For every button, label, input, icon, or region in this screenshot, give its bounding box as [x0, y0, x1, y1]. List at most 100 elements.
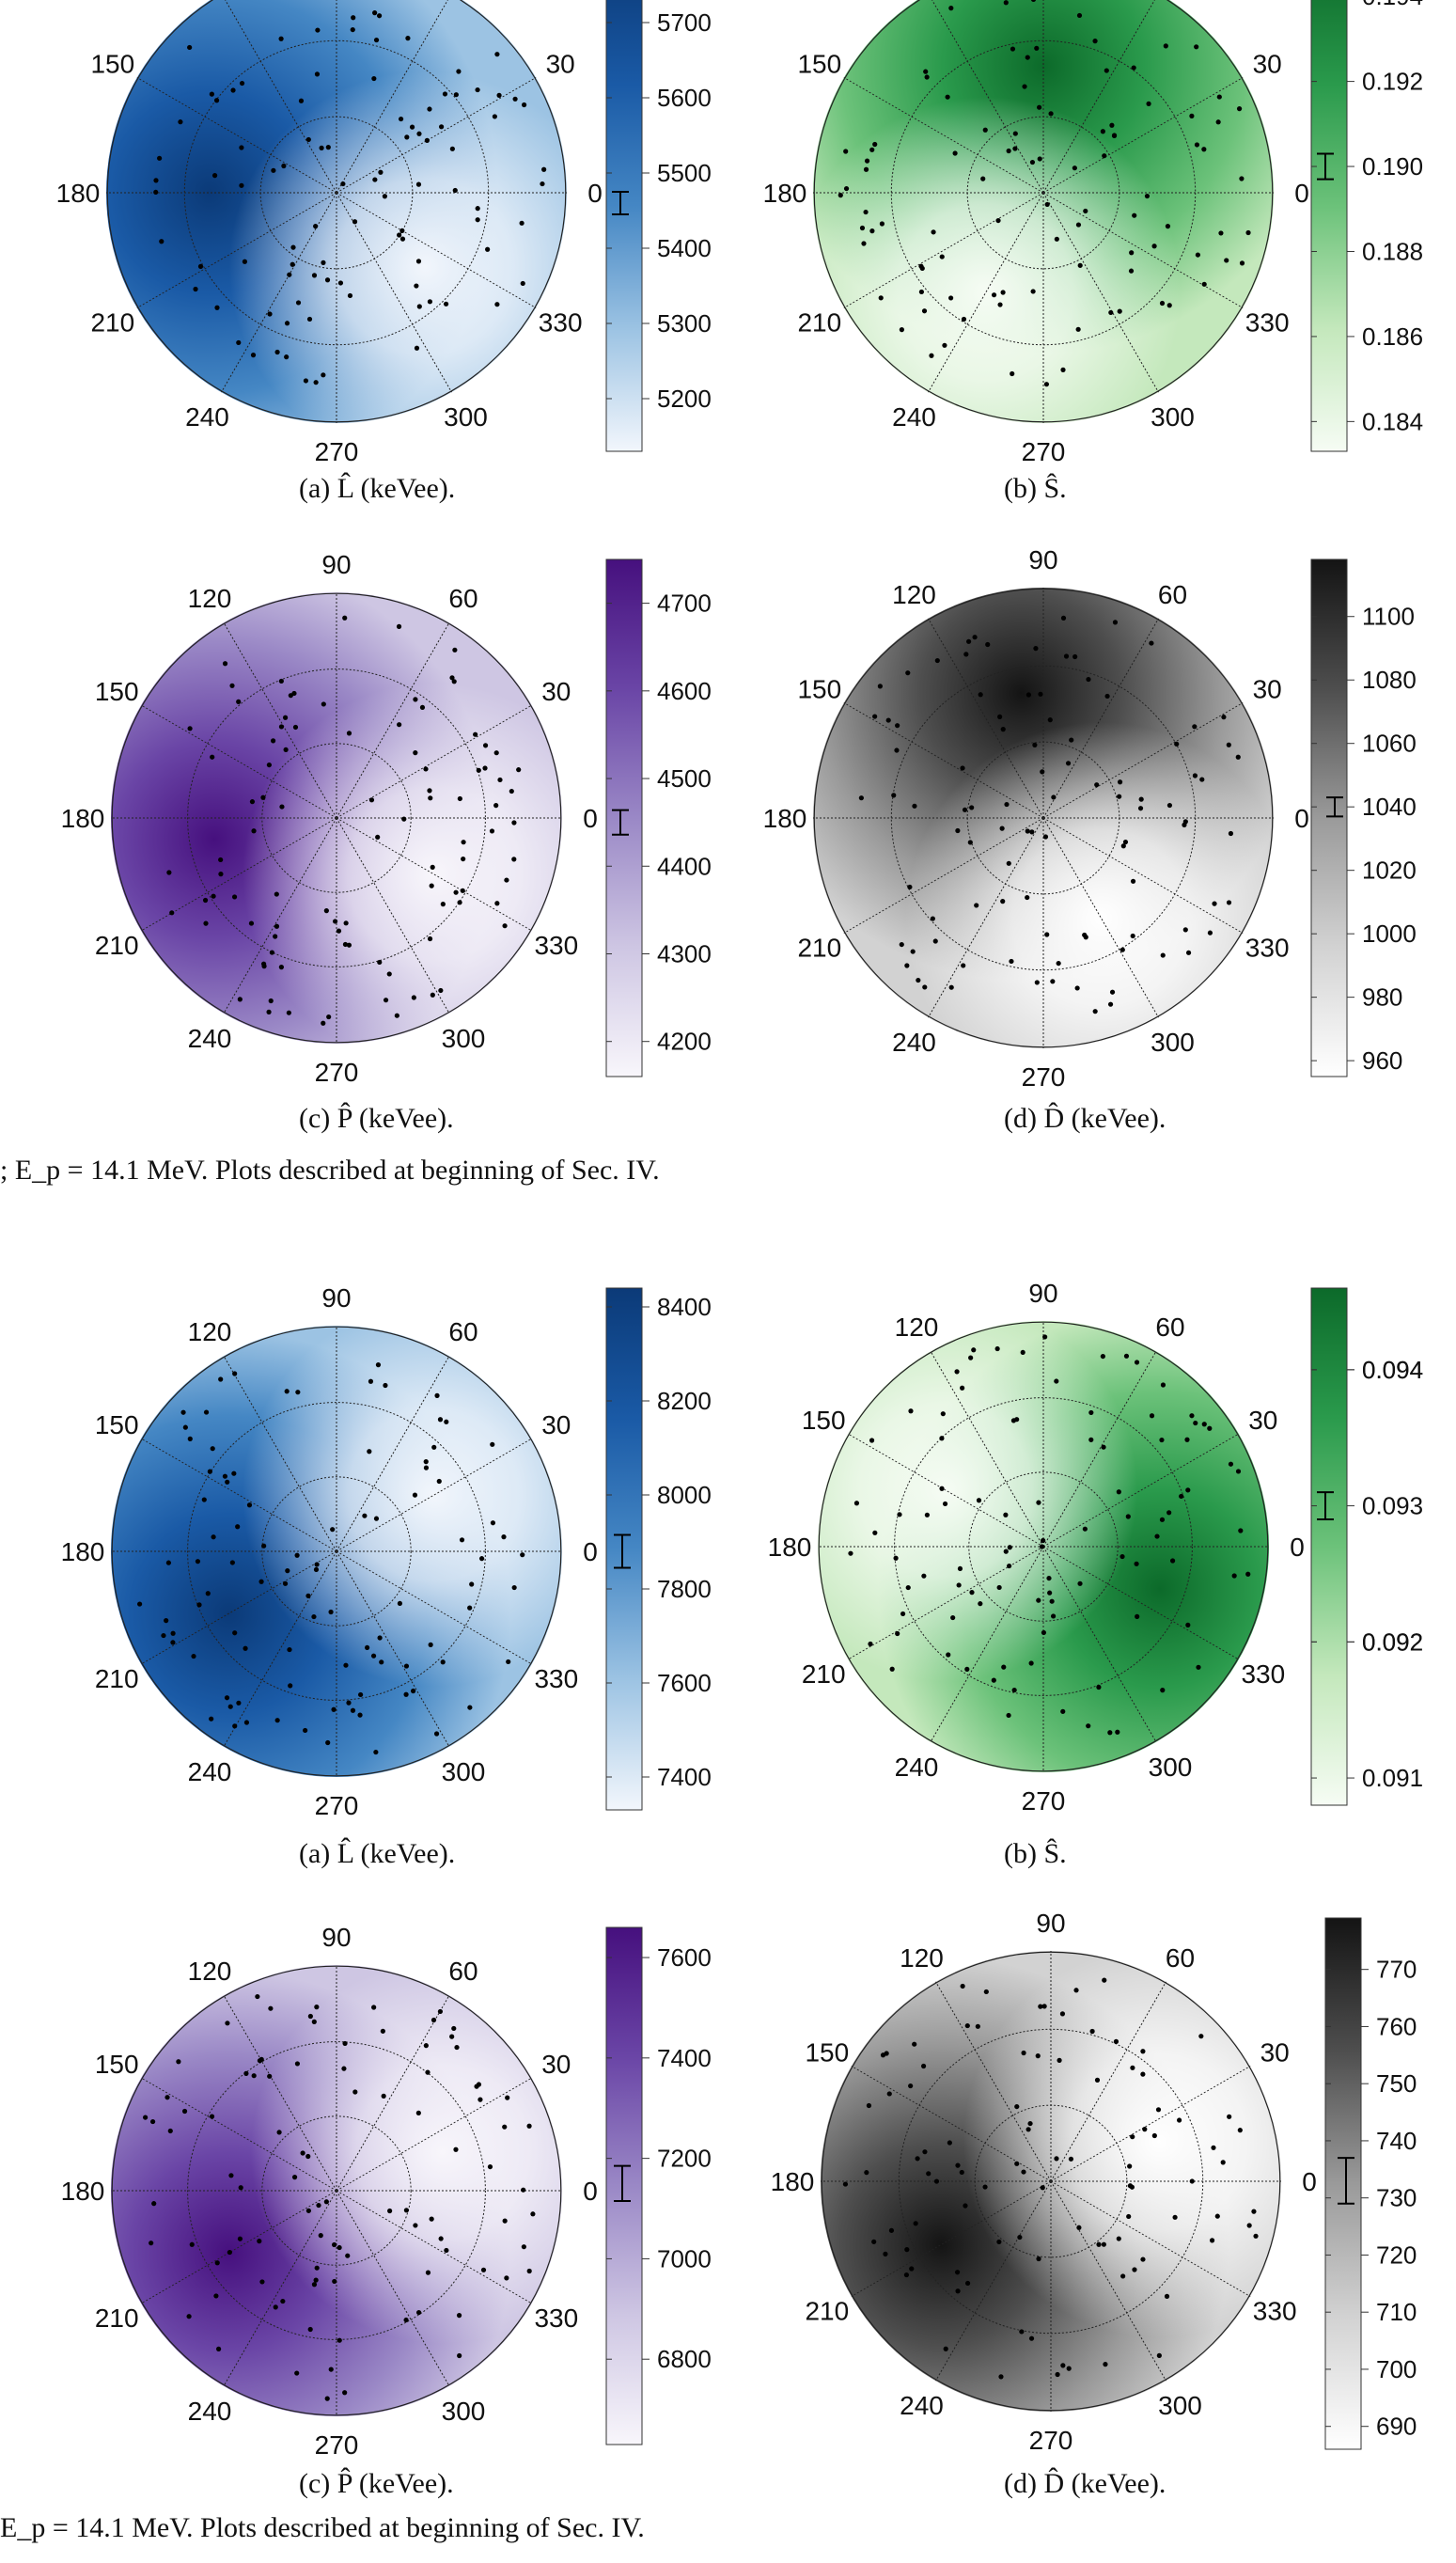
sample-point — [182, 1424, 188, 1430]
grid-spoke — [932, 0, 1044, 194]
sample-point — [506, 1659, 511, 1665]
sample-point — [1130, 878, 1136, 884]
sample-point — [863, 166, 869, 172]
sample-point — [370, 1653, 377, 1659]
sample-point — [975, 2023, 980, 2029]
sample-point — [283, 747, 289, 753]
sample-point — [960, 765, 965, 771]
sample-point — [250, 353, 257, 358]
sample-point — [1215, 119, 1221, 125]
sample-point — [1040, 769, 1045, 775]
sample-point — [325, 145, 331, 150]
subcaption-2: (b) Ŝ. — [1004, 473, 1067, 504]
sample-point — [1060, 615, 1067, 621]
sample-point — [321, 259, 326, 265]
sample-point — [866, 2102, 872, 2109]
sample-point — [1056, 960, 1061, 967]
grid-spoke — [1050, 2066, 1251, 2182]
sample-point — [933, 2178, 940, 2184]
sample-point — [1047, 1590, 1053, 1596]
sample-point — [1207, 930, 1213, 936]
sample-point — [243, 2070, 249, 2076]
sample-point — [960, 1983, 965, 1989]
error-bar — [614, 1533, 631, 1569]
sample-point — [1130, 2134, 1135, 2140]
sample-point — [457, 2352, 462, 2359]
sample-point — [899, 327, 904, 333]
sample-point — [948, 984, 954, 990]
sample-point — [425, 2069, 431, 2075]
sample-point — [494, 302, 500, 307]
sample-point — [1059, 2011, 1066, 2017]
sample-point — [918, 289, 925, 295]
sample-point — [1057, 2057, 1062, 2063]
sample-point — [143, 2115, 149, 2120]
grid-ring — [821, 1951, 1281, 2412]
sample-point — [209, 2114, 215, 2119]
sample-point — [948, 6, 954, 11]
sample-point — [246, 1502, 253, 1508]
angle-label: 240 — [188, 1024, 232, 1053]
sample-point — [307, 2013, 313, 2020]
sample-point — [1025, 692, 1032, 698]
angle-label: 330 — [534, 931, 578, 960]
sample-point — [1246, 2223, 1252, 2228]
sample-point — [427, 936, 433, 942]
sample-point — [358, 1691, 364, 1698]
sample-point — [416, 131, 422, 136]
sample-point — [255, 1993, 260, 2000]
sample-point — [872, 141, 878, 148]
sample-point — [236, 699, 242, 704]
grid-spoke — [336, 2190, 533, 2304]
sample-point — [373, 1749, 379, 1755]
sample-point — [316, 2202, 321, 2209]
sample-point — [1107, 1730, 1113, 1736]
angle-label: 210 — [95, 2304, 139, 2333]
sample-point — [1128, 268, 1135, 274]
sample-point — [239, 145, 244, 150]
grid-spoke — [1042, 1350, 1157, 1548]
sample-point — [985, 641, 991, 648]
angle-label: 120 — [188, 1957, 232, 1986]
sample-point — [340, 181, 346, 187]
sample-point — [1192, 724, 1198, 730]
sample-point — [274, 923, 280, 929]
colorbar-gradient — [605, 558, 643, 1077]
sample-point — [459, 1537, 465, 1543]
sample-point — [868, 1641, 873, 1647]
colorbar-tick-label: 4500 — [657, 764, 712, 793]
sample-point — [519, 220, 524, 226]
sample-point — [210, 1446, 215, 1452]
sample-point — [1237, 2128, 1243, 2133]
sample-point — [924, 1512, 930, 1517]
sample-point — [1214, 2213, 1220, 2219]
grid-spoke — [140, 1550, 337, 1665]
sample-point — [1060, 1708, 1066, 1714]
grid-ring — [968, 1471, 1119, 1622]
sample-point — [314, 2005, 320, 2010]
sample-point — [431, 2017, 437, 2023]
sample-point — [149, 2118, 156, 2125]
sample-point — [314, 1562, 320, 1567]
sample-point — [916, 977, 921, 983]
sample-point — [1116, 2236, 1121, 2241]
error-bar — [1317, 152, 1334, 181]
sample-point — [1096, 2241, 1102, 2247]
angle-label: 30 — [546, 50, 575, 79]
colorbar-tick-label: 0.188 — [1362, 237, 1423, 265]
sample-point — [982, 2184, 988, 2190]
sample-point — [214, 2260, 220, 2266]
sample-point — [1112, 620, 1119, 625]
sample-point — [337, 2337, 342, 2343]
sample-point — [872, 714, 878, 719]
sample-point — [325, 1739, 331, 1746]
sample-point — [294, 2370, 300, 2376]
sample-point — [248, 920, 255, 926]
sample-point — [1104, 693, 1110, 700]
colorbar-tick-label: 7600 — [657, 1669, 712, 1697]
sample-point — [1060, 367, 1066, 372]
colorbar-tick-label: 7400 — [657, 2044, 712, 2072]
subcaption-4: (d) D̂ (keVee). — [1004, 1103, 1166, 1134]
grid-spoke — [223, 817, 337, 1014]
sample-point — [908, 2083, 914, 2089]
